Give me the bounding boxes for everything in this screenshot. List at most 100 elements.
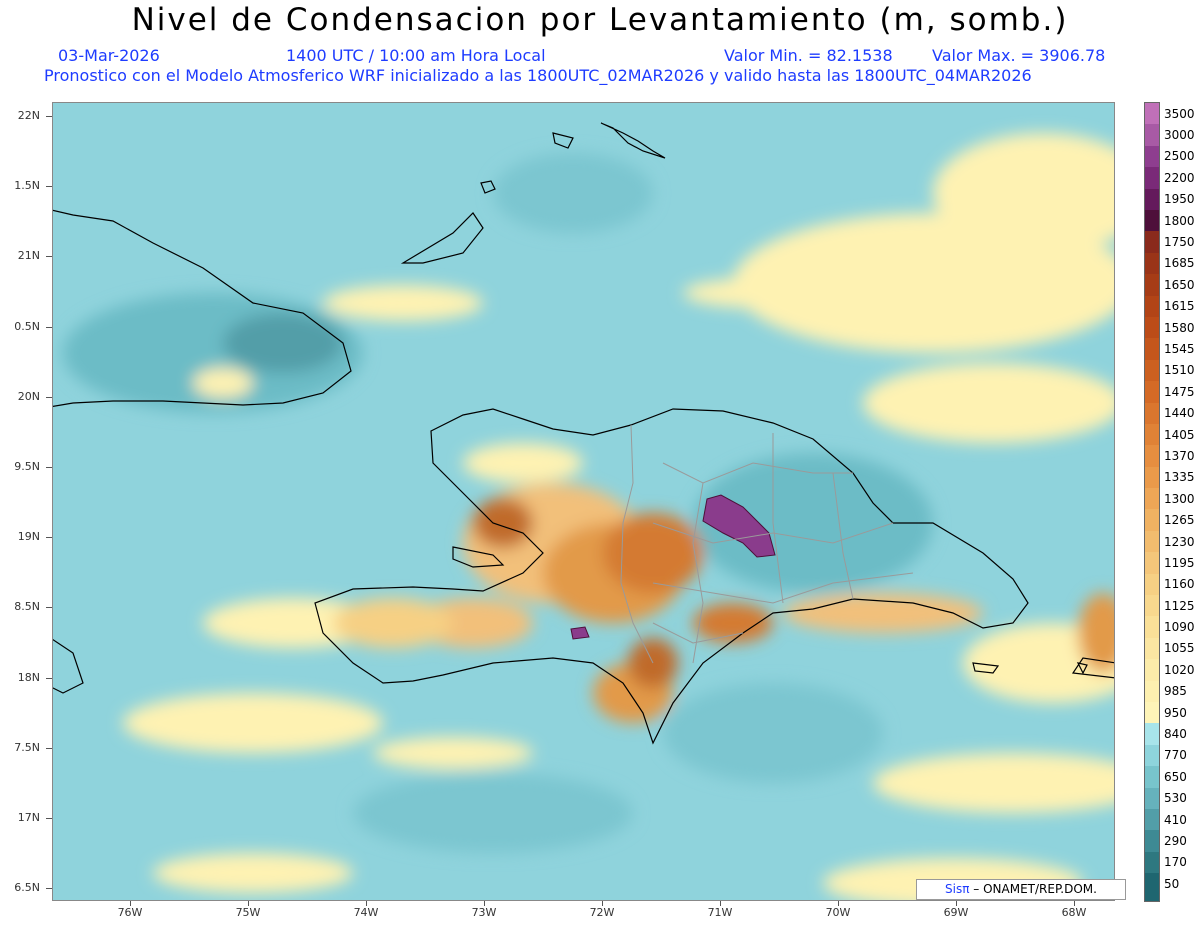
lat-label: 7.5N [14,740,40,754]
legend-level-label: 1335 [1164,470,1195,485]
lat-label: 8.5N [14,600,40,614]
lcl-field-map [53,103,1114,900]
lon-label: 71W [707,906,733,919]
legend-swatch [1145,445,1159,468]
lon-label: 72W [589,906,615,919]
legend-swatch [1145,381,1159,404]
legend-level-label: 1440 [1164,406,1195,421]
legend-swatch [1145,402,1159,425]
lon-label: 74W [353,906,379,919]
legend-level-label: 1265 [1164,513,1195,528]
province-borders [620,424,914,664]
legend-swatch [1145,188,1159,211]
lat-tick [46,888,52,890]
lon-tick [720,901,721,906]
lon-tick [484,901,485,906]
legend-swatch [1145,124,1159,147]
lon-tick [130,901,131,906]
legend-level-label: 1370 [1164,448,1195,463]
legend-swatch [1145,466,1159,489]
lat-label: 9.5N [14,460,40,473]
legend-level-label: 170 [1164,855,1187,870]
color-scale-legend [1144,102,1160,902]
legend-swatch [1145,530,1159,553]
lon-label: 68W [1061,906,1087,919]
lat-tick [46,256,52,258]
legend-level-label: 50 [1164,876,1180,891]
sispi-logo-text: Sisπ [945,882,970,896]
legend-swatch [1145,830,1159,853]
legend-level-label: 1950 [1164,192,1195,207]
legend-swatch [1145,167,1159,190]
legend-swatch [1145,851,1159,874]
legend-swatch [1145,209,1159,232]
legend-level-label: 3500 [1164,106,1195,121]
legend-level-label: 3000 [1164,128,1195,143]
lon-tick [838,901,839,906]
lat-tick [46,467,52,468]
lon-label: 76W [117,906,143,919]
lat-tick [46,607,52,609]
lon-label: 70W [825,906,851,919]
legend-swatch [1145,744,1159,767]
lat-tick [46,677,52,679]
credit-text: – ONAMET/REP.DOM. [973,882,1097,896]
legend-swatch [1145,252,1159,275]
legend-swatch [1145,552,1159,575]
legend-level-label: 1615 [1164,299,1195,314]
legend-level-label: 530 [1164,791,1187,806]
coastlines [53,122,1114,745]
purple-high-lcl [570,494,776,640]
legend-level-label: 1510 [1164,363,1195,378]
legend-level-label: 985 [1164,684,1187,699]
legend-level-label: 1230 [1164,534,1195,549]
legend-swatch [1145,787,1159,810]
legend-swatch [1145,316,1159,339]
legend-level-label: 1650 [1164,277,1195,292]
legend-swatch [1145,616,1159,639]
lat-label: 18N [17,670,40,684]
lon-label: 73W [471,906,497,919]
legend-level-label: 410 [1164,812,1187,827]
lon-tick [366,901,367,906]
legend-level-label: 1125 [1164,598,1195,613]
legend-swatch [1145,488,1159,511]
legend-level-label: 1580 [1164,320,1195,335]
lat-label: 22N [17,109,40,122]
lon-label: 69W [943,906,969,919]
legend-level-label: 1300 [1164,491,1195,506]
legend-swatch [1145,659,1159,682]
lon-tick [1074,901,1075,906]
legend-swatch [1145,680,1159,703]
legend-level-label: 840 [1164,727,1187,742]
lat-label: 6.5N [14,881,40,895]
lat-label: 1.5N [14,179,40,193]
lat-tick [46,186,52,188]
legend-swatch [1145,145,1159,168]
legend-level-label: 950 [1164,705,1187,720]
legend-level-label: 1545 [1164,341,1195,356]
lat-tick [46,747,52,749]
legend-level-label: 1160 [1164,577,1195,592]
legend-swatch [1145,894,1159,901]
lat-tick [46,116,52,117]
legend-level-label: 1055 [1164,641,1195,656]
legend-swatch [1145,103,1159,125]
forecast-date: 03-Mar-2026 [58,46,160,65]
lat-label: 19N [17,530,40,544]
lat-label: 21N [17,249,40,263]
forecast-time: 1400 UTC / 10:00 am Hora Local [286,46,546,65]
legend-swatch [1145,595,1159,618]
legend-swatch [1145,231,1159,254]
lat-tick [46,818,52,819]
lon-tick [602,901,603,906]
legend-swatch [1145,573,1159,596]
legend-swatch [1145,423,1159,446]
legend-level-label: 1405 [1164,427,1195,442]
model-info-line: Pronostico con el Modelo Atmosferico WRF… [44,66,1032,85]
lat-label: 20N [17,389,40,403]
lat-tick [46,326,52,328]
legend-swatch [1145,295,1159,318]
legend-swatch [1145,338,1159,361]
value-max: Valor Max. = 3906.78 [932,46,1106,65]
